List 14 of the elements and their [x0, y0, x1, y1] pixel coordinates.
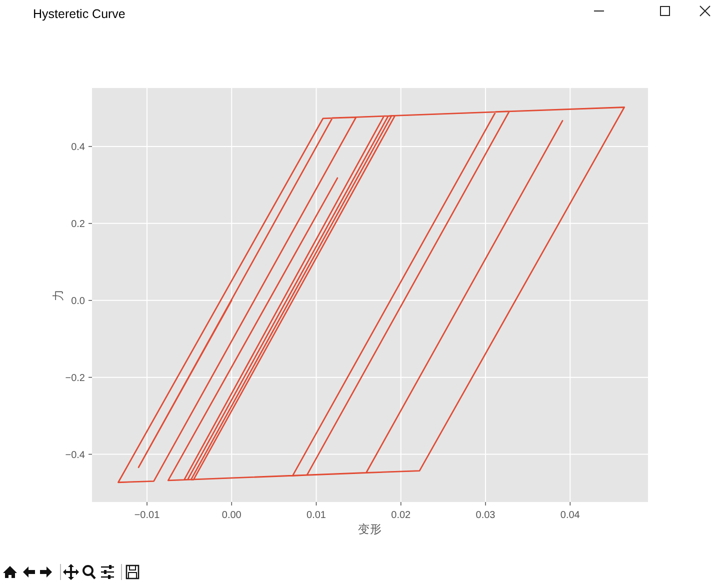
- x-tick-label: 0.01: [306, 510, 326, 521]
- y-tick-label: 0.0: [71, 296, 86, 307]
- y-tick-label: 0.2: [71, 218, 86, 230]
- x-tick-label: 0.02: [391, 510, 412, 521]
- ylabel: 力: [53, 289, 65, 301]
- x-tick-label: 0.00: [222, 510, 242, 521]
- x-tick-label: 0.03: [476, 510, 496, 521]
- x-tick-label: −0.01: [134, 510, 160, 521]
- y-tick-label: −0.4: [65, 450, 86, 461]
- y-tick-label: −0.2: [65, 372, 86, 384]
- y-tick-label: 0.4: [71, 142, 86, 153]
- x-tick-label: 0.04: [560, 510, 580, 521]
- xlabel: 变形: [358, 524, 382, 536]
- title: Hysteretic Curve: [33, 7, 126, 21]
